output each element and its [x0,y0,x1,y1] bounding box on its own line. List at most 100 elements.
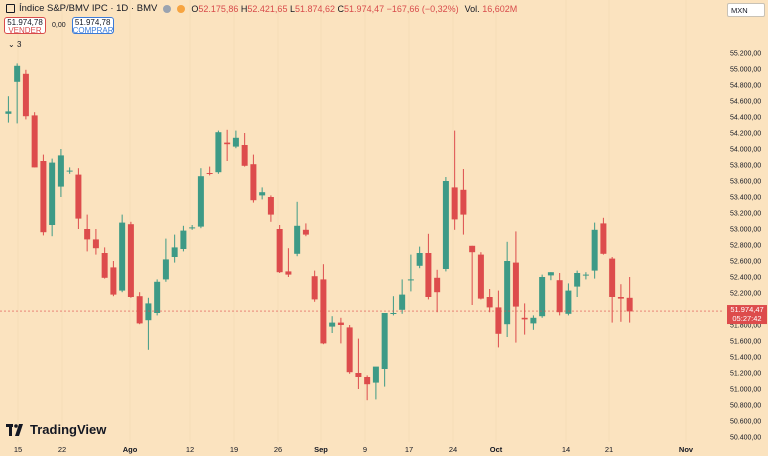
candle-body [267,197,274,215]
candle-body [57,155,64,187]
candle-body [346,327,353,373]
candle-body [451,187,458,220]
tradingview-logo-icon [6,423,23,436]
price-tick-label: 52.200,00 [730,291,761,298]
price-tick-label: 55.200,00 [730,51,761,58]
candle-body [101,253,108,278]
candle-body [320,279,327,344]
price-tick-label: 52.600,00 [730,259,761,266]
candle-body [84,229,91,240]
candle-body [434,277,441,293]
price-tick-label: 53.200,00 [730,211,761,218]
candle-body [609,258,616,297]
candle-body [180,230,187,249]
time-tick-label: 15 [14,445,22,454]
price-tick-label: 51.600,00 [730,339,761,346]
time-axis[interactable] [0,442,724,456]
candle-body [197,176,204,227]
price-tick-label: 50.600,00 [730,419,761,426]
price-tick-label: 53.000,00 [730,227,761,234]
time-tick-label: 26 [274,445,282,454]
candle-body [565,290,572,314]
time-tick-label: 24 [449,445,457,454]
candle-body [14,65,21,82]
time-tick-label: Nov [679,445,694,454]
price-tick-label: 53.600,00 [730,179,761,186]
candle-body [512,262,519,307]
time-tick-label: 14 [562,445,570,454]
price-tick-label: 54.600,00 [730,99,761,106]
symbol-flag-icon [6,4,15,13]
price-axis[interactable] [724,0,768,442]
price-tick-label: 54.800,00 [730,83,761,90]
candle-body [495,307,502,334]
volume-readout: Vol. 16,602M [464,3,518,14]
candle-body [626,297,633,312]
candle-body [276,229,283,273]
bar-countdown: 05:27:42 [732,314,761,323]
candle-body [617,297,624,299]
candle-body [547,272,554,276]
candles [5,63,633,401]
candle-body [504,261,511,325]
last-price-value: 51.974,47 [730,305,763,314]
candle-body [162,259,169,280]
market-closed-dot-icon [163,4,172,13]
candle-body [171,247,178,257]
price-tick-label: 52.400,00 [730,275,761,282]
time-tick-label: 17 [405,445,413,454]
price-tick-label: 51.800,00 [730,323,761,330]
candle-body [442,181,449,269]
candle-body [189,227,196,229]
price-tick-label: 50.800,00 [730,403,761,410]
time-tick-label: Ago [123,445,138,454]
candle-body [460,189,467,215]
candle-body [75,174,82,219]
time-tick-label: 9 [363,445,367,454]
symbol-title[interactable]: Índice S&P/BMV IPC · 1D · BMV [19,3,158,14]
price-change: −167,66 (−0,32%) [386,3,459,14]
candle-body [530,317,537,324]
candle-body [22,73,29,117]
candle-body [40,161,47,233]
candle-body [381,313,388,369]
candle-body [215,132,222,173]
candle-body [127,224,134,297]
candle-body [92,239,99,249]
spread-value: 0,00 [52,22,66,29]
indicators-toggle[interactable]: ⌄ 3 [8,40,22,49]
chart-legend: Índice S&P/BMV IPC · 1D · BMV O52.175,86… [6,3,517,14]
ohlc-values: O52.175,86 H52.421,65 L51.874,62 C51.974… [191,3,459,14]
candle-body [206,173,213,174]
candle-body [145,303,152,321]
time-tick-label: 12 [186,445,194,454]
price-tick-label: 51.000,00 [730,387,761,394]
time-tick-label: 19 [230,445,238,454]
candle-body [241,145,248,166]
candle-body [250,164,257,201]
data-delay-dot-icon [177,4,186,13]
candle-body [591,229,598,271]
last-price-badge: 51.974,47 05:27:42 [727,305,767,325]
candle-body [285,271,292,275]
candle-body [355,373,362,377]
price-tick-label: 54.000,00 [730,147,761,154]
candle-body [416,253,423,266]
price-tick-label: 52.800,00 [730,243,761,250]
candle-body [110,267,117,295]
time-tick-label: Sep [314,445,328,454]
sell-button[interactable]: 51.974,78 VENDER [4,17,46,35]
candle-body [399,294,406,310]
candle-body [582,274,589,276]
candle-body [302,229,309,235]
tradingview-logo[interactable]: TradingView [6,422,106,437]
candle-body [49,162,56,225]
buy-button[interactable]: 51.974,78 COMPRAR [71,17,114,35]
candle-body [136,296,143,324]
trade-buttons: 51.974,78 VENDER 0,00 51.974,78 COMPRAR [4,17,114,35]
time-tick-label: 21 [605,445,613,454]
candle-body [574,273,581,287]
currency-selector[interactable]: MXN [727,3,765,17]
chevron-down-icon: ⌄ [8,40,15,49]
